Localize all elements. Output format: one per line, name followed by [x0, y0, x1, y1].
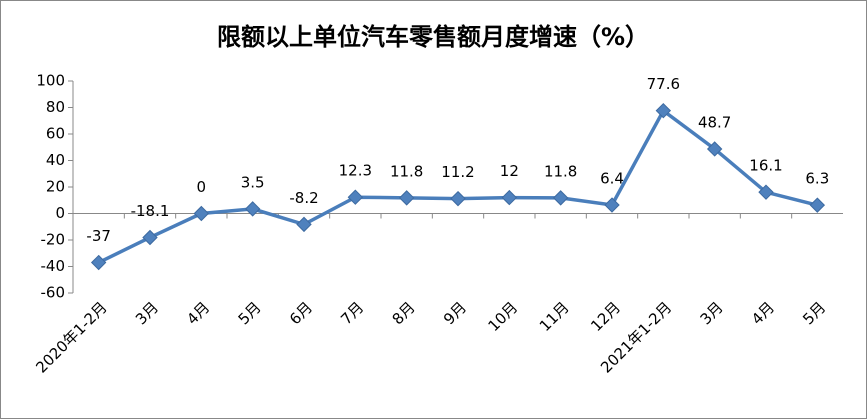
- data-label: 77.6: [647, 75, 680, 93]
- marker: [809, 197, 826, 213]
- data-label: 0: [197, 178, 207, 196]
- data-label: 16.1: [749, 157, 782, 175]
- data-label: 11.8: [390, 162, 423, 180]
- data-label: 3.5: [241, 173, 265, 191]
- data-label: -8.2: [289, 189, 318, 207]
- marker: [142, 229, 158, 246]
- y-tick-label: -20: [41, 231, 66, 249]
- data-label: 11.8: [544, 162, 577, 180]
- data-label: -18.1: [131, 202, 170, 220]
- y-tick-label: 40: [46, 151, 65, 169]
- y-tick-label: -40: [41, 257, 66, 275]
- marker: [758, 184, 774, 200]
- y-tick-label: -60: [41, 284, 66, 302]
- data-label: 12: [500, 162, 519, 180]
- marker: [244, 201, 261, 217]
- marker: [552, 190, 569, 206]
- marker: [398, 190, 415, 206]
- marker: [347, 189, 364, 205]
- marker: [655, 102, 672, 119]
- marker: [90, 254, 107, 271]
- y-tick-label: 0: [55, 204, 65, 222]
- data-label: 6.4: [600, 170, 624, 188]
- chart-title: 限额以上单位汽车零售额月度增速（%）: [217, 23, 649, 51]
- marker: [501, 189, 518, 206]
- data-label: -37: [86, 227, 111, 245]
- y-tick-label: 20: [46, 178, 65, 196]
- data-label: 12.3: [339, 162, 372, 180]
- data-label: 11.2: [441, 163, 474, 181]
- marker: [604, 197, 620, 213]
- y-tick-label: 100: [36, 72, 65, 90]
- data-label: 48.7: [698, 113, 731, 131]
- marker: [450, 190, 466, 207]
- data-label: 6.3: [805, 170, 829, 188]
- marker: [193, 205, 210, 222]
- marker: [296, 216, 312, 233]
- marker: [706, 141, 723, 157]
- y-tick-label: 60: [46, 125, 65, 143]
- y-tick-label: 80: [46, 98, 65, 116]
